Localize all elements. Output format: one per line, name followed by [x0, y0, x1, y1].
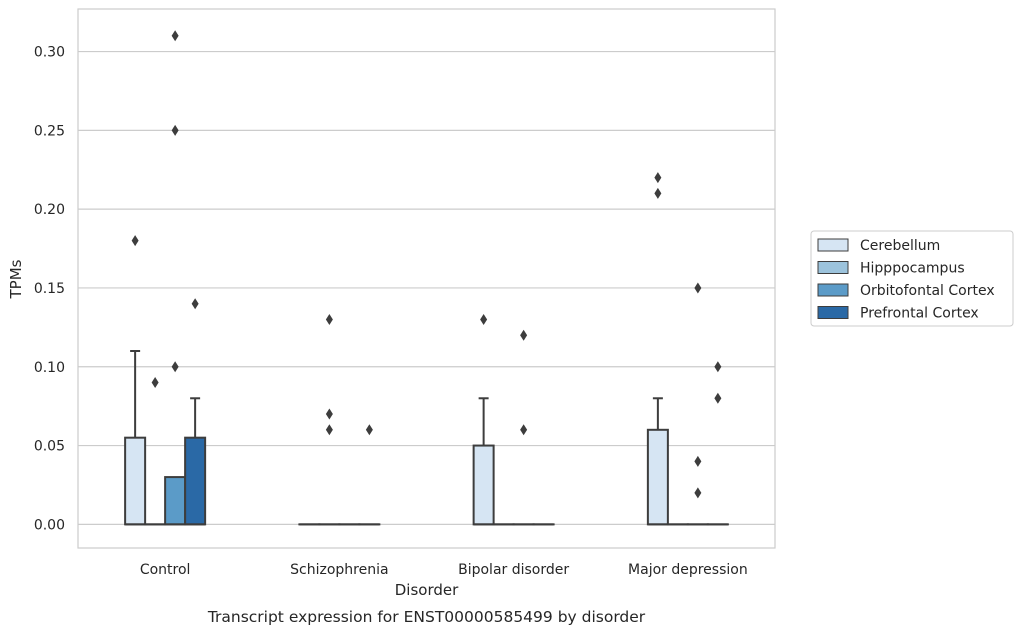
outlier-point	[171, 30, 179, 42]
x-tick-labels: Control Schizophrenia Bipolar disorder Majo…	[140, 562, 748, 578]
legend-swatch	[817, 261, 849, 274]
x-axis-label: Disorder	[395, 581, 459, 599]
outlier-point	[151, 377, 159, 389]
outlier-point	[480, 313, 488, 325]
y-axis-label: TPMs	[7, 259, 25, 299]
x-tick-label: Major depression	[628, 562, 748, 578]
grid-lines	[78, 50, 775, 525]
outlier-point	[694, 455, 702, 467]
outlier-point	[365, 424, 373, 436]
box	[124, 436, 147, 526]
y-tick-label: 0.15	[34, 281, 65, 297]
outlier-point	[171, 361, 179, 373]
box-group	[472, 313, 495, 526]
chart-caption: Transcript expression for ENST0000058549…	[207, 608, 646, 626]
box	[646, 428, 669, 526]
legend-swatch	[817, 238, 849, 252]
outlier-point	[694, 282, 702, 294]
x-tick-label: Bipolar disorder	[458, 562, 569, 578]
legend-swatch	[817, 306, 849, 319]
outlier-point	[654, 187, 662, 199]
outlier-point	[171, 124, 179, 136]
box-group	[706, 361, 729, 526]
outlier-point	[714, 361, 722, 373]
outlier-point	[191, 298, 199, 310]
outlier-point	[325, 408, 333, 420]
outlier-point	[520, 329, 528, 341]
box-group	[144, 377, 167, 526]
legend: Cerebellum Hipppocampus Orbitofontal Corte…	[810, 230, 1014, 327]
box-group	[358, 424, 381, 526]
legend-label: Orbitofontal Cortex	[860, 283, 995, 299]
y-tick-labels: 0.00 0.05 0.10 0.15 0.20 0.25 0.30	[34, 45, 65, 534]
box	[184, 436, 207, 526]
legend-label: Prefrontal Cortex	[860, 306, 979, 322]
x-tick-label: Schizophrenia	[290, 562, 388, 578]
outlier-point	[131, 235, 139, 247]
box-group	[686, 282, 709, 526]
box	[472, 444, 495, 526]
y-tick-label: 0.00	[34, 517, 65, 533]
box-group	[184, 298, 207, 526]
y-tick-label: 0.25	[34, 123, 65, 139]
outlier-point	[714, 392, 722, 404]
box	[164, 476, 187, 526]
legend-label: Cerebellum	[860, 238, 940, 254]
box-group	[164, 30, 187, 526]
legend-swatch	[817, 283, 849, 297]
y-tick-label: 0.05	[34, 439, 65, 455]
y-tick-label: 0.20	[34, 202, 65, 218]
outlier-point	[325, 313, 333, 325]
box-group	[512, 329, 535, 526]
outlier-point	[325, 424, 333, 436]
box-group	[124, 235, 147, 526]
legend-frame	[810, 230, 1014, 327]
outlier-point	[654, 172, 662, 184]
plot-frame	[77, 8, 776, 549]
box-plot-series	[124, 30, 729, 526]
legend-label: Hipppocampus	[860, 261, 965, 277]
x-tick-label: Control	[140, 562, 191, 578]
box-group	[318, 313, 341, 526]
y-tick-label: 0.30	[34, 45, 65, 61]
box-group	[646, 172, 669, 526]
y-tick-label: 0.10	[34, 360, 65, 376]
outlier-point	[520, 424, 528, 436]
outlier-point	[694, 487, 702, 499]
